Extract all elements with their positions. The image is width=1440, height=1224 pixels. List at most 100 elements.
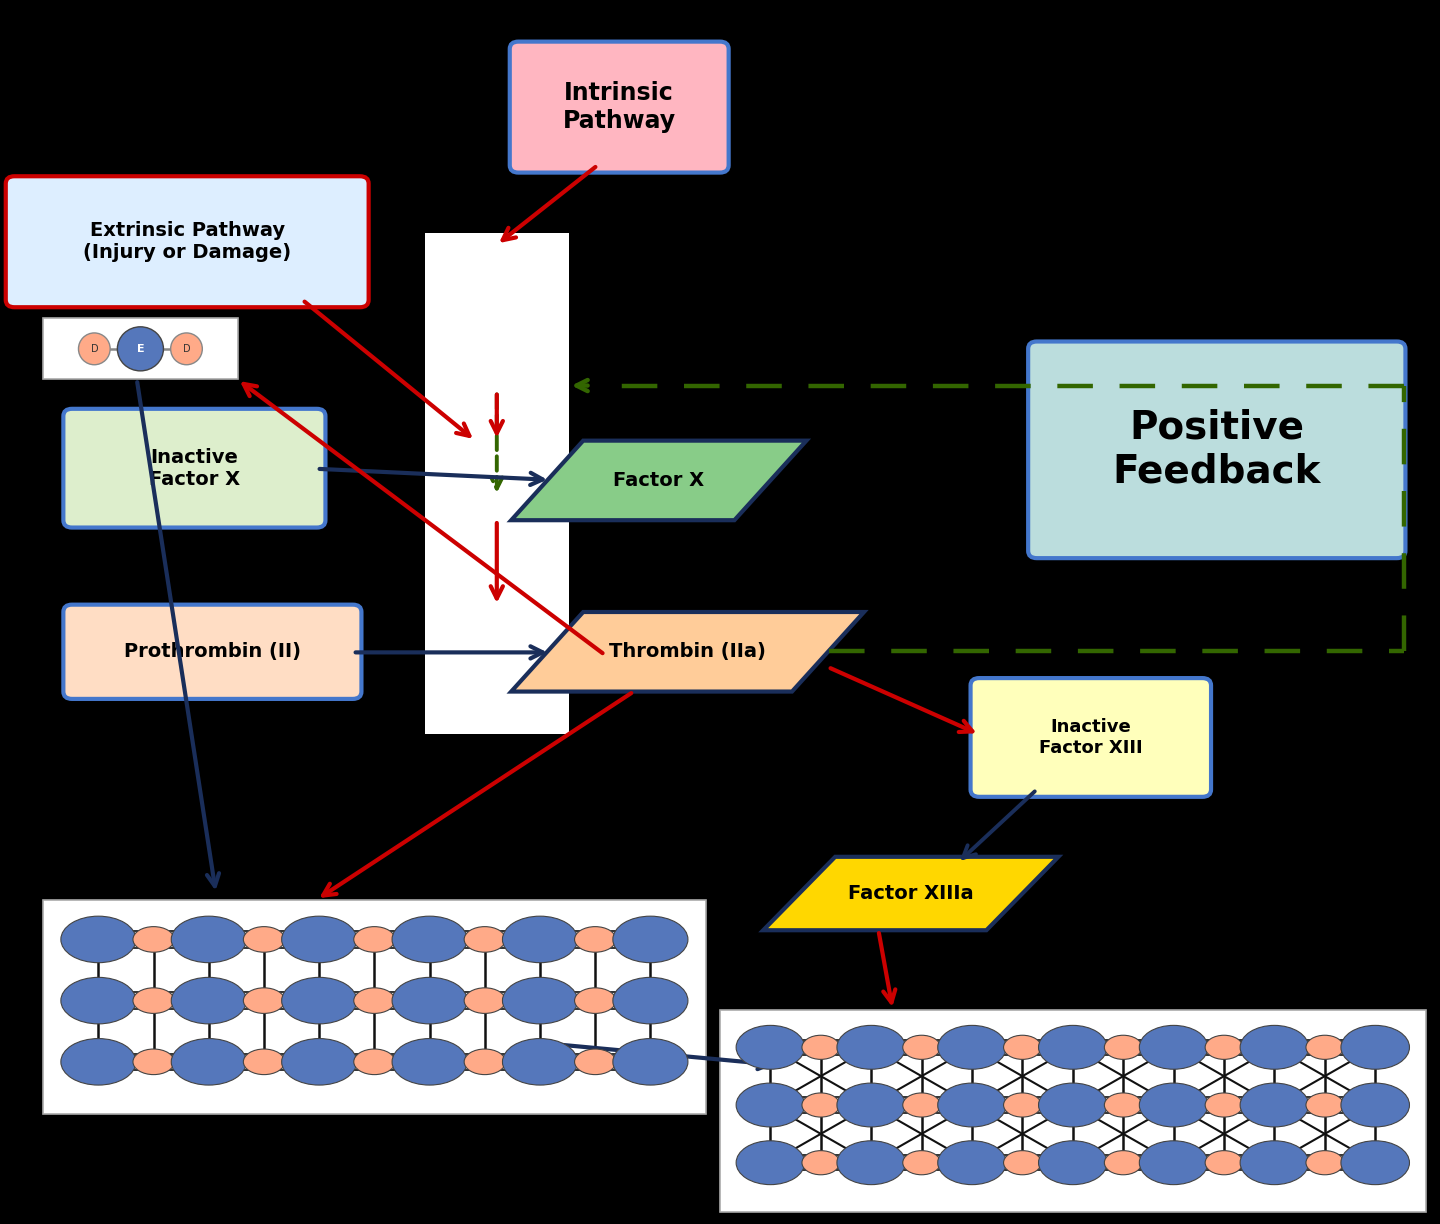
Polygon shape: [511, 612, 864, 692]
Ellipse shape: [903, 1036, 940, 1059]
Ellipse shape: [1139, 1026, 1208, 1070]
Ellipse shape: [1240, 1141, 1309, 1185]
Ellipse shape: [132, 988, 174, 1013]
Text: D: D: [183, 344, 190, 354]
Ellipse shape: [503, 1038, 577, 1086]
Text: Intrinsic
Pathway: Intrinsic Pathway: [563, 81, 675, 133]
Ellipse shape: [60, 1038, 135, 1086]
Text: Positive
Feedback: Positive Feedback: [1113, 409, 1320, 491]
Ellipse shape: [1205, 1151, 1243, 1175]
Text: Factor XIIIa: Factor XIIIa: [848, 884, 973, 903]
Ellipse shape: [243, 927, 285, 952]
Ellipse shape: [837, 1141, 906, 1185]
Bar: [425, 233, 569, 734]
Ellipse shape: [802, 1151, 840, 1175]
Ellipse shape: [1038, 1083, 1107, 1127]
Ellipse shape: [1004, 1093, 1041, 1118]
Ellipse shape: [1306, 1093, 1344, 1118]
Ellipse shape: [60, 977, 135, 1023]
Ellipse shape: [392, 977, 467, 1023]
FancyBboxPatch shape: [6, 176, 369, 307]
Ellipse shape: [132, 927, 174, 952]
Ellipse shape: [1306, 1036, 1344, 1059]
Text: Inactive
Factor XIII: Inactive Factor XIII: [1040, 718, 1142, 756]
Ellipse shape: [903, 1151, 940, 1175]
Ellipse shape: [736, 1026, 805, 1070]
Bar: [43, 318, 238, 379]
Ellipse shape: [392, 1038, 467, 1086]
FancyBboxPatch shape: [1028, 341, 1405, 558]
Ellipse shape: [736, 1083, 805, 1127]
Ellipse shape: [613, 1038, 688, 1086]
Ellipse shape: [1306, 1151, 1344, 1175]
Text: D: D: [91, 344, 98, 354]
Ellipse shape: [1205, 1093, 1243, 1118]
Ellipse shape: [1139, 1083, 1208, 1127]
Ellipse shape: [79, 333, 111, 365]
Ellipse shape: [1104, 1093, 1142, 1118]
FancyBboxPatch shape: [971, 678, 1211, 797]
Ellipse shape: [736, 1141, 805, 1185]
Ellipse shape: [903, 1093, 940, 1118]
Polygon shape: [511, 441, 806, 520]
Ellipse shape: [802, 1036, 840, 1059]
Ellipse shape: [1341, 1141, 1410, 1185]
Ellipse shape: [1038, 1141, 1107, 1185]
Ellipse shape: [118, 327, 164, 371]
Ellipse shape: [1038, 1026, 1107, 1070]
Ellipse shape: [837, 1026, 906, 1070]
Ellipse shape: [282, 1038, 357, 1086]
Ellipse shape: [1004, 1036, 1041, 1059]
Ellipse shape: [575, 927, 616, 952]
Ellipse shape: [613, 916, 688, 962]
Ellipse shape: [171, 977, 246, 1023]
Ellipse shape: [354, 988, 395, 1013]
Polygon shape: [763, 857, 1058, 930]
FancyBboxPatch shape: [63, 605, 361, 699]
Text: Factor X: Factor X: [613, 471, 704, 490]
Ellipse shape: [1104, 1151, 1142, 1175]
Ellipse shape: [937, 1141, 1007, 1185]
Text: Inactive
Factor X: Inactive Factor X: [148, 448, 240, 488]
Bar: [43, 900, 706, 1114]
Text: E: E: [137, 344, 144, 354]
Ellipse shape: [464, 1049, 505, 1075]
Ellipse shape: [392, 916, 467, 962]
Ellipse shape: [575, 988, 616, 1013]
Ellipse shape: [1341, 1083, 1410, 1127]
Text: Prothrombin (II): Prothrombin (II): [124, 643, 301, 661]
Ellipse shape: [60, 916, 135, 962]
Ellipse shape: [1240, 1083, 1309, 1127]
FancyBboxPatch shape: [63, 409, 325, 528]
Ellipse shape: [282, 977, 357, 1023]
Ellipse shape: [1139, 1141, 1208, 1185]
Bar: [720, 1010, 1426, 1212]
Ellipse shape: [171, 1038, 246, 1086]
Ellipse shape: [503, 916, 577, 962]
Ellipse shape: [464, 927, 505, 952]
Text: Extrinsic Pathway
(Injury or Damage): Extrinsic Pathway (Injury or Damage): [84, 222, 291, 262]
FancyBboxPatch shape: [510, 42, 729, 173]
Ellipse shape: [1104, 1036, 1142, 1059]
Ellipse shape: [503, 977, 577, 1023]
Ellipse shape: [1240, 1026, 1309, 1070]
Ellipse shape: [170, 333, 202, 365]
Ellipse shape: [575, 1049, 616, 1075]
Ellipse shape: [802, 1093, 840, 1118]
Ellipse shape: [937, 1026, 1007, 1070]
Ellipse shape: [1205, 1036, 1243, 1059]
Ellipse shape: [1341, 1026, 1410, 1070]
Ellipse shape: [243, 988, 285, 1013]
Ellipse shape: [837, 1083, 906, 1127]
Ellipse shape: [613, 977, 688, 1023]
Text: Thrombin (IIa): Thrombin (IIa): [609, 643, 766, 661]
Ellipse shape: [132, 1049, 174, 1075]
Ellipse shape: [464, 988, 505, 1013]
Ellipse shape: [1004, 1151, 1041, 1175]
Ellipse shape: [354, 1049, 395, 1075]
Ellipse shape: [243, 1049, 285, 1075]
Ellipse shape: [354, 927, 395, 952]
Ellipse shape: [937, 1083, 1007, 1127]
Ellipse shape: [282, 916, 357, 962]
Ellipse shape: [171, 916, 246, 962]
